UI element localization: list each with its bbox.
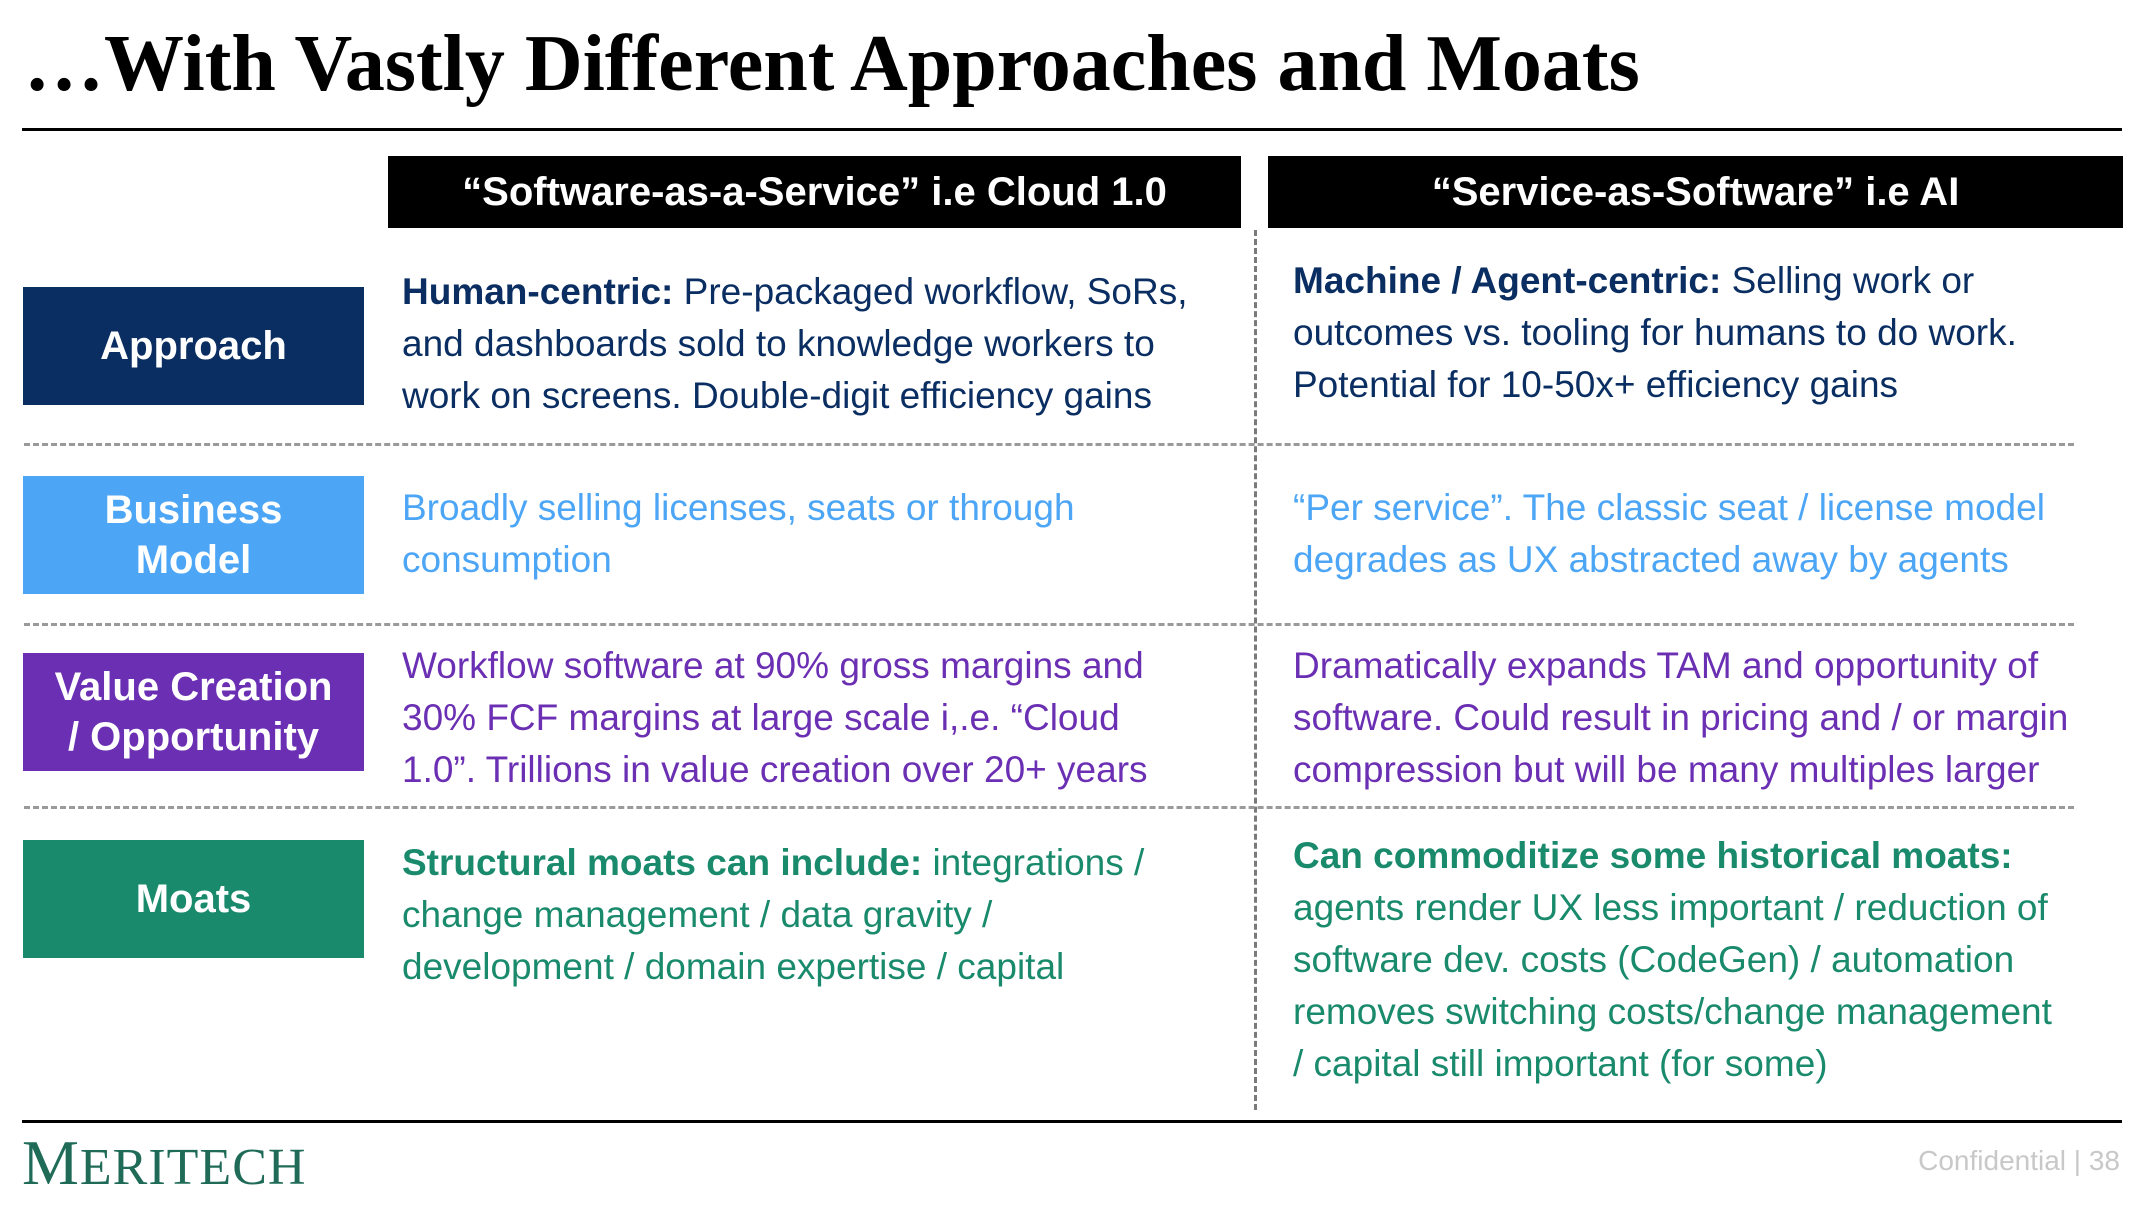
text-line: Workflow software at 90% gross margins a… bbox=[402, 645, 1144, 686]
text-line: Human-centric: Pre-packaged workflow, So… bbox=[402, 271, 1188, 312]
bold-lead: Structural moats can include: bbox=[402, 842, 923, 883]
text-line: development / domain expertise / capital bbox=[402, 946, 1065, 987]
row-label-approach: Approach bbox=[23, 287, 364, 405]
text-line: work on screens. Double-digit efficiency… bbox=[402, 375, 1152, 416]
bold-lead: Can commoditize some historical moats: bbox=[1293, 835, 2013, 876]
text-line: software. Could result in pricing and / … bbox=[1293, 697, 2069, 738]
text-line: change management / data gravity / bbox=[402, 894, 993, 935]
text-line: degrades as UX abstracted away by agents bbox=[1293, 539, 2009, 580]
value-creation-saas-text: Workflow software at 90% gross margins a… bbox=[402, 640, 1148, 796]
text-line: Potential for 10-50x+ efficiency gains bbox=[1293, 364, 1899, 405]
column-header-saas: “Software-as-a-Service” i.e Cloud 1.0 bbox=[388, 156, 1241, 228]
row-divider-2 bbox=[24, 623, 2074, 626]
row-label-business-model: Business Model bbox=[23, 476, 364, 594]
row-label-moats: Moats bbox=[23, 840, 364, 958]
value-creation-sas-text: Dramatically expands TAM and opportunity… bbox=[1293, 640, 2068, 796]
text-line: outcomes vs. tooling for humans to do wo… bbox=[1293, 312, 2017, 353]
text-line: / capital still important (for some) bbox=[1293, 1043, 1828, 1084]
approach-sas-text: Machine / Agent-centric: Selling work or… bbox=[1293, 255, 2017, 411]
text-line: consumption bbox=[402, 539, 612, 580]
footer-divider bbox=[22, 1120, 2122, 1123]
row-divider-1 bbox=[24, 443, 2074, 446]
footer-confidential-page: Confidential | 38 bbox=[1918, 1145, 2120, 1176]
column-divider bbox=[1254, 230, 1257, 1110]
row-label-line: Model bbox=[135, 538, 252, 582]
row-label-value-creation: Value Creation / Opportunity bbox=[23, 653, 364, 771]
row-label-line: Approach bbox=[100, 324, 287, 368]
text-line: Dramatically expands TAM and opportunity… bbox=[1293, 645, 2039, 686]
row-label-line: Business bbox=[104, 488, 283, 532]
text-line: agents render UX less important / reduct… bbox=[1293, 887, 2048, 928]
text-line: Broadly selling licenses, seats or throu… bbox=[402, 487, 1075, 528]
bold-lead: Human-centric: bbox=[402, 271, 674, 312]
text-line: removes switching costs/change managemen… bbox=[1293, 991, 2052, 1032]
moats-sas-text: Can commoditize some historical moats: a… bbox=[1293, 830, 2052, 1090]
text-line: 1.0”. Trillions in value creation over 2… bbox=[402, 749, 1148, 790]
text-line: software dev. costs (CodeGen) / automati… bbox=[1293, 939, 2015, 980]
approach-saas-text: Human-centric: Pre-packaged workflow, So… bbox=[402, 266, 1188, 422]
title-divider bbox=[22, 128, 2122, 131]
row-label-line: Value Creation bbox=[54, 665, 333, 709]
business-model-sas-text: “Per service”. The classic seat / licens… bbox=[1293, 482, 2045, 586]
text-line: 30% FCF margins at large scale i,.e. “Cl… bbox=[402, 697, 1120, 738]
moats-saas-text: Structural moats can include: integratio… bbox=[402, 837, 1144, 993]
text-line: compression but will be many multiples l… bbox=[1293, 749, 2040, 790]
bold-lead: Machine / Agent-centric: bbox=[1293, 260, 1722, 301]
row-label-line: Moats bbox=[135, 877, 252, 921]
text-line: Structural moats can include: integratio… bbox=[402, 842, 1145, 883]
text-line: and dashboards sold to knowledge workers… bbox=[402, 323, 1155, 364]
row-label-line: / Opportunity bbox=[67, 715, 320, 759]
meritech-logo: MERITECH bbox=[22, 1127, 307, 1198]
slide-title: …With Vastly Different Approaches and Mo… bbox=[24, 20, 1640, 108]
business-model-saas-text: Broadly selling licenses, seats or throu… bbox=[402, 482, 1075, 586]
text-line: Can commoditize some historical moats: bbox=[1293, 830, 2052, 882]
text-line: Machine / Agent-centric: Selling work or bbox=[1293, 260, 1975, 301]
row-divider-3 bbox=[24, 806, 2074, 809]
column-header-sas: “Service-as-Software” i.e AI bbox=[1268, 156, 2123, 228]
text-line: “Per service”. The classic seat / licens… bbox=[1293, 487, 2045, 528]
